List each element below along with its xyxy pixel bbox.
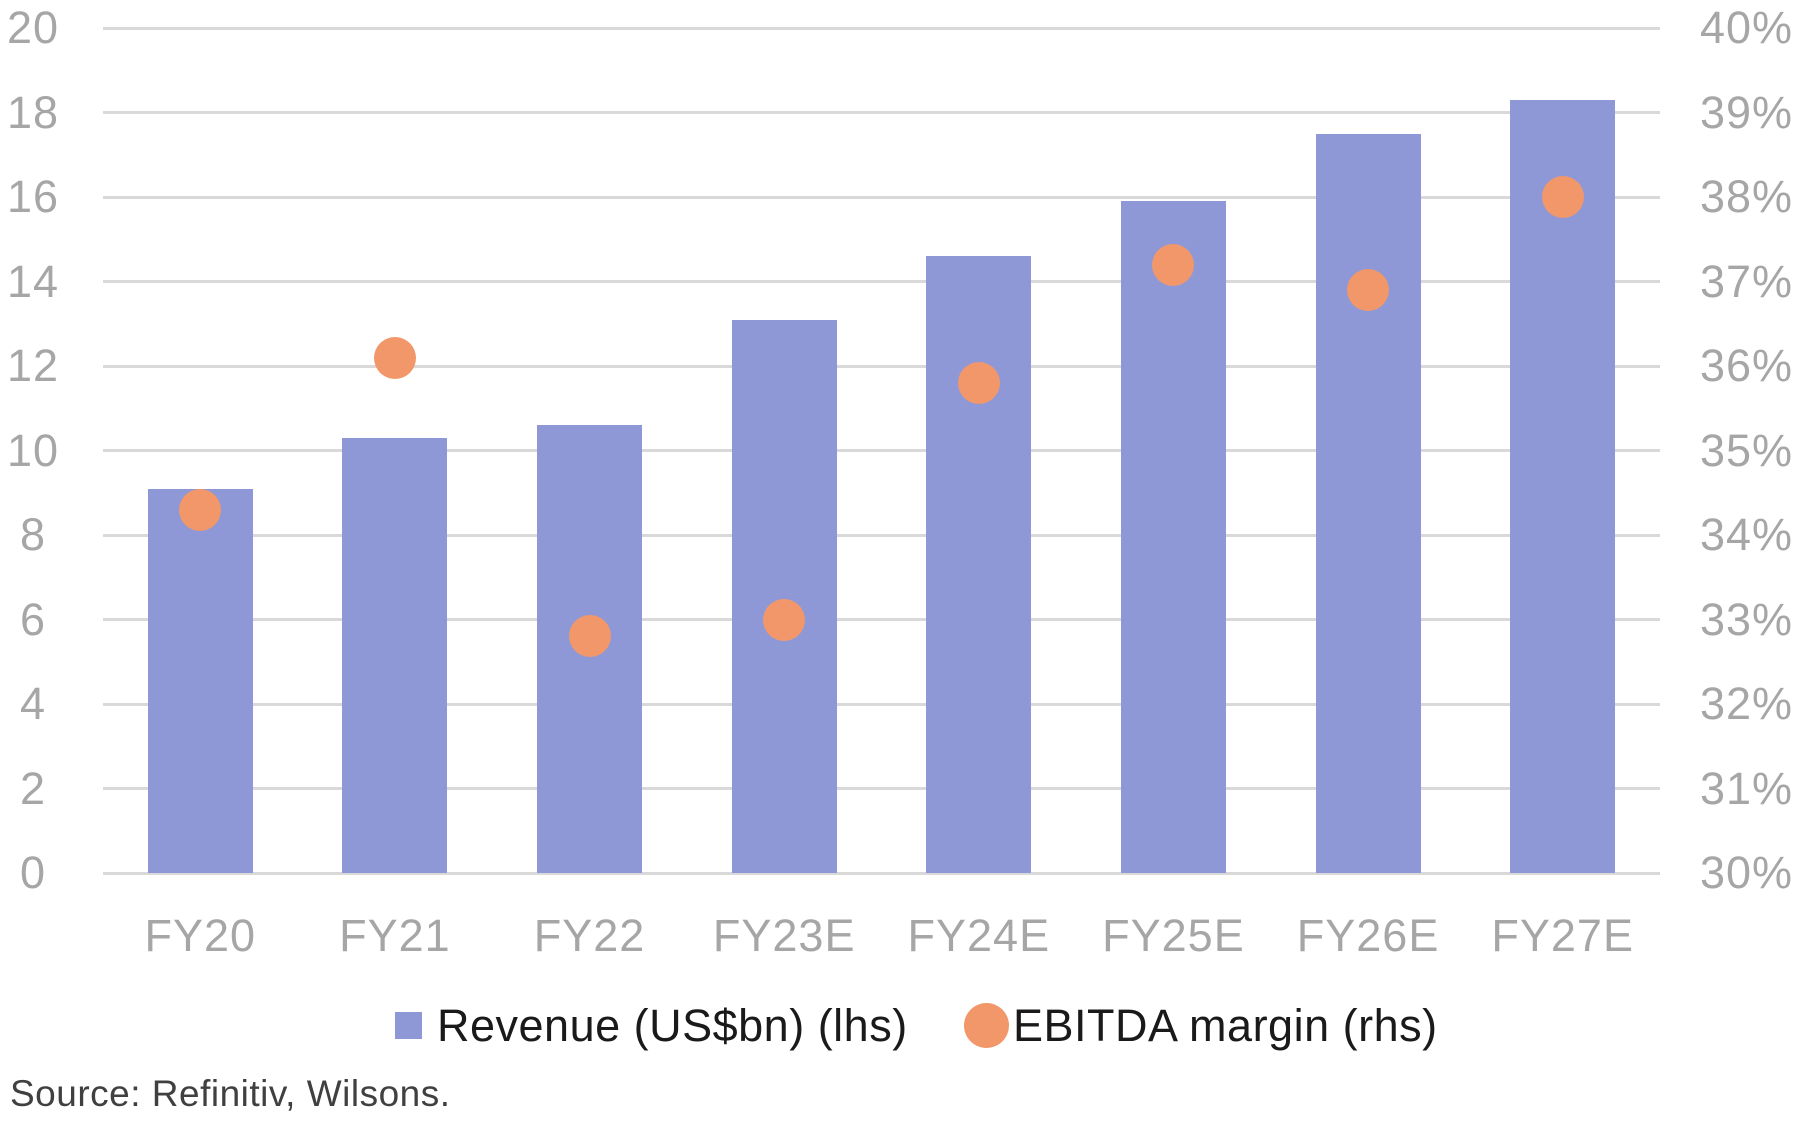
legend-revenue-label: Revenue (US$bn) (lhs) [437,1000,908,1051]
x-axis-category-label: FY25E [1102,910,1245,961]
y-axis-right-tick: 37% [1700,255,1794,307]
ebitda-margin-dot-FY22 [568,615,611,658]
ebitda-margin-dot-FY21 [373,336,416,379]
ebitda-margin-dot-FY25E [1152,243,1195,286]
x-axis-category-label: FY24E [907,910,1051,961]
revenue-bar-FY20 [147,488,253,873]
revenue-bar-FY25E [1120,201,1226,873]
x-axis-category-label: FY23E [712,910,856,961]
x-axis-category-label: FY27E [1491,910,1634,961]
y-axis-right-tick: 40% [1700,2,1794,53]
y-axis-left-tick: 2 [19,762,47,814]
gridline [103,195,1660,199]
y-axis-left-tick: 18 [6,86,60,138]
y-axis-right-tick: 32% [1700,678,1794,729]
y-axis-right-tick: 36% [1700,340,1794,391]
x-axis-category-label: FY20 [144,910,257,961]
y-axis-right-tick: 34% [1700,509,1794,560]
gridline [103,364,1660,368]
legend-revenue-swatch-icon [395,1012,422,1039]
source-note: Source: Refinitiv, Wilsons. [10,1073,451,1114]
gridline [103,533,1660,537]
y-axis-right-tick: 33% [1700,593,1794,645]
revenue-bar-FY26E [1315,133,1421,873]
gridline [103,449,1660,452]
legend-ebitda-label: EBITDA margin (rhs) [1013,1000,1438,1051]
y-axis-left-tick: 0 [19,847,47,898]
y-axis-right-tick: 30% [1700,847,1794,898]
y-axis-left-tick: 12 [6,340,60,391]
legend-ebitda-marker-icon [964,1003,1009,1048]
ebitda-margin-dot-FY26E [1347,268,1390,311]
gridline [103,787,1660,790]
revenue-bar-FY21 [342,437,448,873]
y-axis-left-tick: 6 [19,593,47,645]
revenue-bar-FY24E [926,256,1032,873]
gridline [103,702,1660,706]
ebitda-margin-dot-FY24E [957,361,1000,404]
y-axis-right-tick: 38% [1700,171,1794,222]
y-axis-right-tick: 31% [1700,762,1794,814]
ebitda-margin-dot-FY20 [179,488,222,531]
revenue-bar-FY23E [731,319,837,873]
revenue-bar-FY27E [1510,99,1616,873]
gridline [103,871,1660,875]
y-axis-left-tick: 8 [19,509,47,560]
x-axis-category-label: FY22 [533,910,646,961]
y-axis-right-tick: 35% [1700,424,1794,476]
gridline [103,618,1660,621]
gridline [103,280,1660,283]
y-axis-left-tick: 20 [6,2,60,53]
x-axis-category-label: FY26E [1296,910,1440,961]
ebitda-margin-dot-FY23E [763,598,806,641]
gridline [103,26,1660,30]
y-axis-left-tick: 14 [6,255,60,307]
x-axis-category-label: FY21 [339,910,451,961]
y-axis-right-tick: 39% [1700,86,1794,138]
y-axis-left-tick: 10 [6,424,60,476]
y-axis-left-tick: 16 [6,171,60,222]
ebitda-margin-dot-FY27E [1541,176,1584,218]
y-axis-left-tick: 4 [19,678,47,729]
gridline [103,111,1660,114]
